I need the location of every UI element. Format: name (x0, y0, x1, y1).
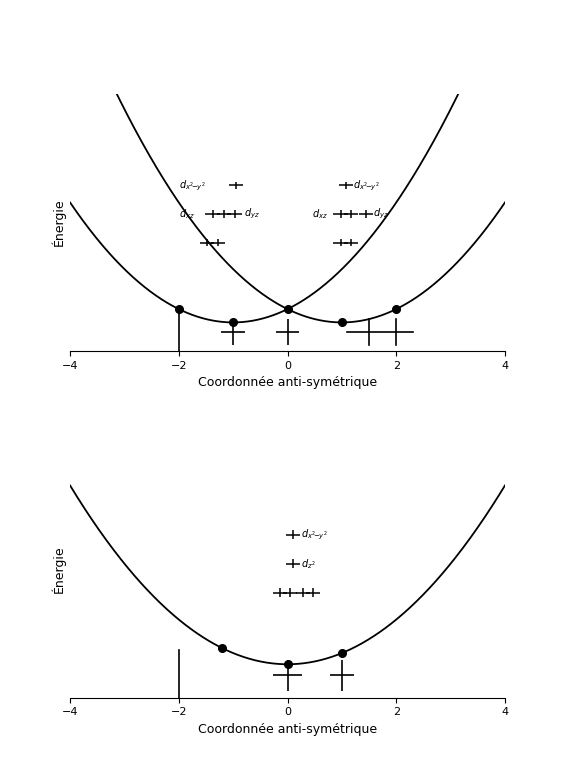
X-axis label: Coordonnée anti-symétrique: Coordonnée anti-symétrique (198, 723, 377, 736)
X-axis label: Coordonnée anti-symétrique: Coordonnée anti-symétrique (198, 376, 377, 389)
Text: $d_{x^2\!\!-\!\!y^2}$: $d_{x^2\!\!-\!\!y^2}$ (301, 528, 328, 542)
Text: $d_{x^2\!\!-\!\!y^2}$: $d_{x^2\!\!-\!\!y^2}$ (353, 178, 379, 193)
Y-axis label: Énergie: Énergie (52, 198, 66, 246)
Text: $d_{yz}$: $d_{yz}$ (373, 207, 389, 221)
Y-axis label: Énergie: Énergie (52, 546, 66, 593)
Text: $d_{x^2\!\!-\!\!y^2}$: $d_{x^2\!\!-\!\!y^2}$ (179, 178, 205, 193)
Text: $d_{xz}$: $d_{xz}$ (179, 207, 195, 221)
Text: $d_{z^2}$: $d_{z^2}$ (301, 557, 316, 571)
Text: $d_{xz}$: $d_{xz}$ (312, 207, 328, 221)
Text: $d_{yz}$: $d_{yz}$ (244, 207, 260, 221)
